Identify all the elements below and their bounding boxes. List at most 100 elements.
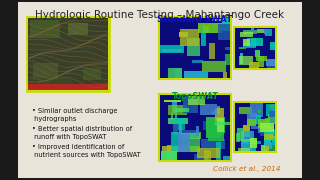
Bar (28, 18, 108, 90)
Text: TopoSWAT: TopoSWAT (172, 92, 219, 101)
Bar (243, 42, 256, 48)
Bar (162, 49, 182, 52)
Bar (159, 94, 231, 161)
Bar (172, 102, 175, 113)
Bar (159, 17, 231, 79)
Bar (18, 2, 302, 178)
Bar (212, 19, 227, 21)
Bar (258, 122, 267, 133)
Bar (243, 39, 250, 46)
Bar (209, 117, 224, 133)
Bar (212, 111, 218, 114)
Bar (247, 113, 258, 125)
Bar (30, 20, 60, 38)
Text: • Better spatial distribution of
 runoff with TopoSWAT: • Better spatial distribution of runoff … (32, 126, 132, 140)
Bar (264, 29, 267, 34)
Bar (236, 128, 244, 141)
Bar (243, 125, 250, 137)
Bar (206, 117, 225, 133)
Bar (38, 78, 73, 86)
Text: • Similar outlet discharge
 hydrographs: • Similar outlet discharge hydrographs (32, 108, 117, 122)
Bar (268, 105, 275, 108)
Bar (238, 148, 250, 151)
Bar (196, 148, 220, 158)
Bar (160, 45, 184, 53)
Bar (235, 103, 275, 151)
Bar (264, 134, 273, 140)
Bar (180, 130, 198, 138)
Bar (235, 28, 275, 68)
Bar (241, 131, 254, 144)
Bar (162, 146, 180, 152)
Bar (222, 18, 230, 31)
Bar (265, 142, 272, 148)
Bar (201, 139, 225, 149)
Bar (168, 118, 188, 124)
Bar (247, 38, 256, 47)
Bar (267, 127, 274, 138)
Bar (216, 142, 221, 160)
Bar (179, 32, 188, 37)
Bar (239, 107, 252, 114)
Bar (197, 156, 208, 160)
Bar (265, 146, 269, 151)
Bar (175, 102, 177, 120)
Text: Standard SWAT: Standard SWAT (157, 15, 233, 24)
Bar (249, 62, 260, 68)
Bar (223, 156, 230, 160)
Bar (250, 141, 260, 144)
Bar (266, 129, 275, 141)
Bar (264, 130, 271, 145)
Bar (257, 30, 264, 33)
Bar (236, 133, 240, 142)
Bar (261, 145, 269, 151)
Bar (202, 61, 226, 72)
Bar (241, 143, 252, 151)
Bar (160, 18, 230, 78)
Bar (210, 43, 215, 59)
Bar (270, 42, 275, 50)
Bar (254, 50, 260, 57)
Bar (267, 64, 275, 68)
Bar (260, 123, 274, 132)
Bar (174, 118, 185, 130)
Bar (258, 56, 264, 67)
Bar (184, 71, 208, 78)
Bar (247, 119, 256, 126)
Bar (215, 122, 230, 125)
Bar (160, 95, 230, 160)
Bar (218, 24, 230, 40)
Bar (177, 146, 200, 152)
Bar (171, 113, 173, 120)
Bar (196, 126, 199, 136)
Bar (180, 133, 200, 152)
Bar (269, 136, 275, 138)
Bar (167, 145, 172, 160)
Bar (264, 145, 275, 151)
Bar (268, 136, 275, 140)
Bar (178, 134, 190, 152)
Bar (223, 72, 228, 78)
Bar (198, 23, 222, 33)
Bar (217, 106, 220, 114)
Bar (175, 108, 189, 112)
Bar (238, 46, 246, 49)
Bar (271, 104, 274, 117)
Bar (251, 126, 260, 129)
Bar (251, 38, 263, 46)
Bar (184, 132, 201, 139)
Bar (203, 26, 209, 33)
Bar (204, 150, 211, 160)
Bar (265, 29, 271, 36)
Bar (27, 17, 109, 91)
Bar (207, 132, 224, 141)
Bar (168, 105, 187, 115)
Bar (83, 68, 101, 80)
Bar (225, 54, 230, 65)
Bar (187, 38, 200, 56)
Bar (201, 29, 205, 46)
Bar (188, 96, 205, 105)
Bar (239, 56, 253, 65)
Bar (272, 139, 275, 145)
Bar (183, 97, 198, 113)
